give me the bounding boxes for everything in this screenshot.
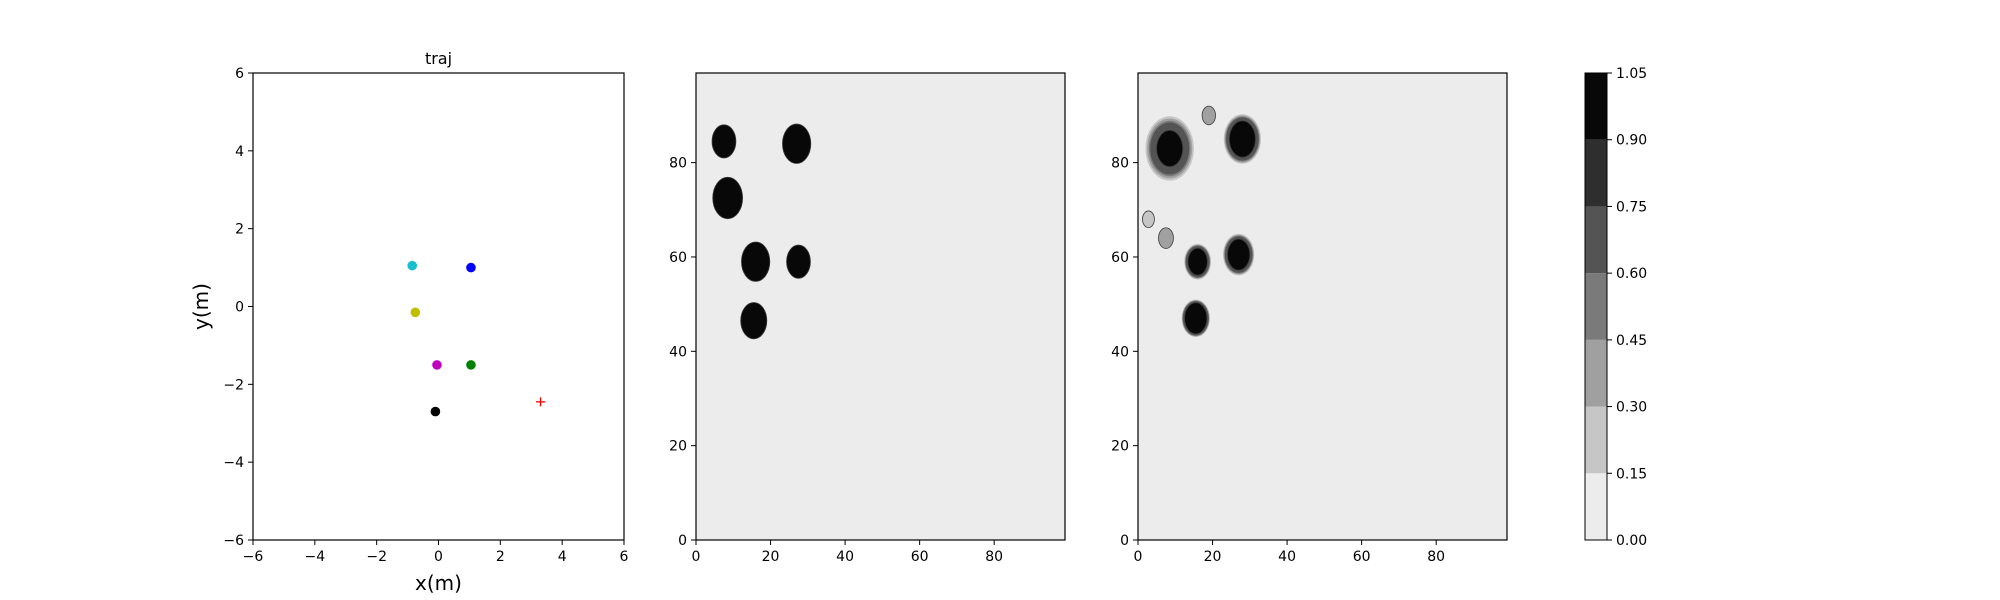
x-tick-label: 0: [434, 549, 443, 565]
colorbar-tick-label: 0.90: [1616, 133, 1647, 149]
colorbar-tick-label: 0.75: [1616, 199, 1647, 215]
map-blob: [1227, 238, 1251, 271]
map-blob: [740, 302, 768, 340]
y-tick-label: 80: [1111, 156, 1129, 172]
agent-point: [466, 360, 476, 370]
map-blob: [712, 176, 743, 220]
map-blob: [1184, 302, 1208, 335]
colorbar-level: [1585, 273, 1607, 340]
colorbar-tick-label: 0.15: [1616, 466, 1647, 482]
occupancy-axes: 0 20 40 60 80 0 20 40 60 80: [669, 72, 1066, 565]
predicted-axes: 0 20 40 60 80 0 20 40 60 80: [1111, 72, 1508, 565]
axes-frame: [1137, 72, 1508, 541]
occupancy-map-panel: 0 20 40 60 80 0 20 40 60 80: [669, 72, 1066, 565]
colorbar-tick-label: 0.60: [1616, 266, 1647, 282]
map-blob: [1156, 129, 1184, 168]
y-tick-label: −4: [223, 455, 244, 471]
colorbar-level: [1585, 73, 1607, 140]
y-tick-label: 6: [235, 66, 244, 82]
y-tick-label: 2: [235, 222, 244, 238]
y-tick-label: 40: [669, 344, 687, 360]
agent-point: [466, 262, 476, 273]
y-tick-label: −6: [223, 533, 244, 549]
axes-frame: [252, 72, 625, 541]
x-tick-label: 40: [1278, 549, 1296, 565]
y-tick-label: 80: [669, 156, 687, 172]
traj-panel: traj x(m) y(m) −6 −4 −2 0 2 4 6 −6 −4 −2 0 2 4 6: [189, 49, 629, 595]
colorbar: 0.00 0.15 0.30 0.45 0.60 0.75 0.90 1.05: [1584, 66, 1647, 549]
colorbar-level: [1585, 473, 1607, 540]
x-tick-label: −4: [305, 549, 326, 565]
x-tick-label: −6: [243, 549, 264, 565]
predicted-blobs: [1138, 73, 1507, 540]
map-blob: [1187, 247, 1208, 276]
x-tick-label: 60: [911, 549, 929, 565]
x-tick-label: 80: [985, 549, 1003, 565]
traj-points: [407, 260, 546, 417]
map-blob: [782, 123, 812, 164]
y-axis-label: y(m): [189, 283, 213, 330]
agent-point: [430, 406, 441, 417]
colorbar-level: [1585, 206, 1607, 274]
y-tick-label: −2: [223, 377, 244, 393]
x-tick-label: 0: [692, 549, 701, 565]
colorbar-tick-label: 1.05: [1616, 66, 1647, 82]
map-blob: [741, 241, 771, 282]
y-tick-label: 20: [1111, 439, 1129, 455]
x-tick-label: 20: [762, 549, 780, 565]
x-tick-label: 60: [1353, 549, 1371, 565]
axes-frame: [695, 72, 1066, 541]
map-blob: [1142, 210, 1155, 228]
x-tick-label: 6: [620, 549, 629, 565]
x-tick-label: −2: [366, 549, 387, 565]
occupancy-blobs: [696, 73, 1065, 540]
x-tick-label: 2: [496, 549, 505, 565]
colorbar-level: [1585, 406, 1607, 474]
y-tick-label: 20: [669, 439, 687, 455]
predicted-map-panel: 0 20 40 60 80 0 20 40 60 80: [1111, 72, 1508, 565]
agent-point: [432, 360, 442, 370]
traj-axes: −6 −4 −2 0 2 4 6 −6 −4 −2 0 2 4 6: [223, 66, 628, 565]
y-tick-label: 0: [235, 300, 244, 316]
map-blob: [711, 124, 737, 159]
map-blob: [786, 244, 811, 279]
y-tick-label: 40: [1111, 344, 1129, 360]
x-tick-label: 80: [1427, 549, 1445, 565]
agent-point: [410, 307, 421, 318]
map-blob: [1201, 105, 1216, 126]
y-tick-label: 60: [1111, 250, 1129, 266]
y-tick-label: 0: [1120, 533, 1129, 549]
agent-point: [407, 260, 418, 271]
map-blob: [1228, 120, 1256, 158]
colorbar-level: [1585, 339, 1607, 407]
colorbar-level: [1585, 139, 1607, 207]
x-axis-label: x(m): [415, 571, 462, 595]
target-marker: [536, 397, 546, 407]
y-tick-label: 0: [678, 533, 687, 549]
y-tick-label: 4: [235, 144, 244, 160]
x-tick-label: 0: [1134, 549, 1143, 565]
x-tick-label: 4: [558, 549, 567, 565]
colorbar-frame: [1584, 72, 1608, 541]
colorbar-tick-label: 0.30: [1616, 400, 1647, 416]
y-tick-label: 60: [669, 250, 687, 266]
map-blob: [1158, 227, 1174, 249]
colorbar-tick-label: 0.45: [1616, 333, 1647, 349]
x-tick-label: 40: [836, 549, 854, 565]
x-tick-label: 20: [1204, 549, 1222, 565]
plot-title: traj: [425, 49, 452, 68]
colorbar-tick-label: 0.00: [1616, 533, 1647, 549]
